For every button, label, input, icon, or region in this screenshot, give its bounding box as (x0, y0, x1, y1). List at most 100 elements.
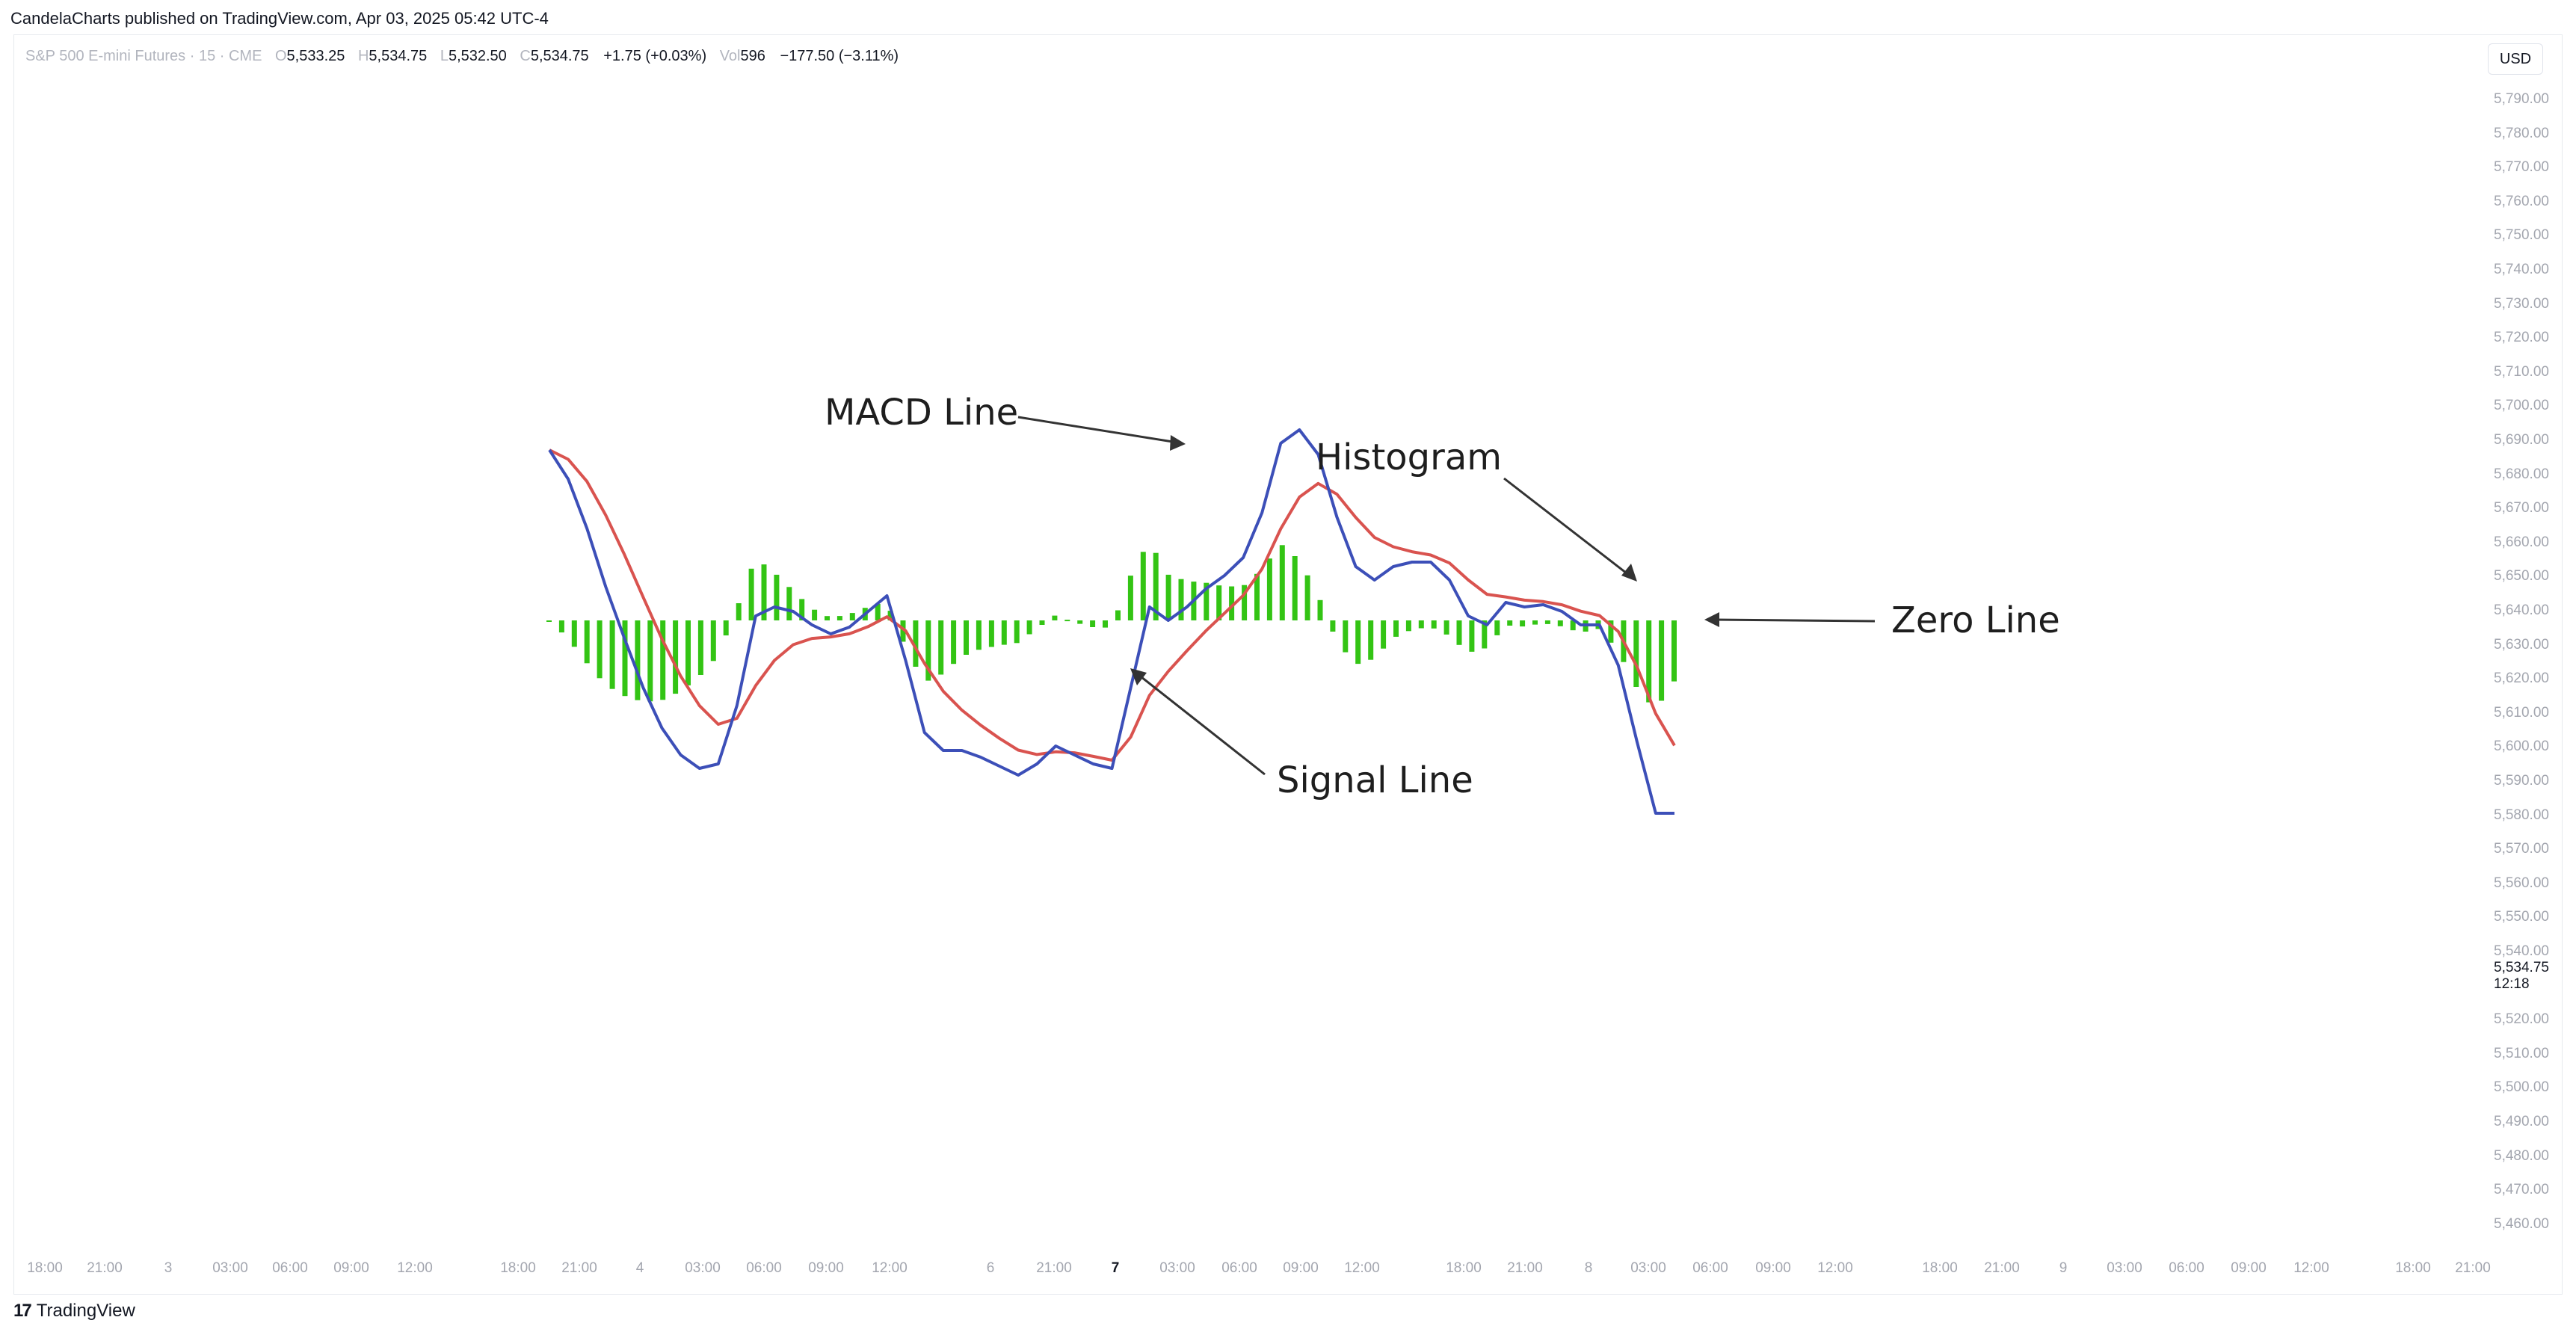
time-tick: 12:00 (872, 1260, 908, 1276)
histogram-bar (849, 613, 855, 620)
histogram-bar (1532, 620, 1538, 625)
histogram-bar (1266, 558, 1272, 620)
price-tick: 5,460.00 (2494, 1215, 2549, 1232)
time-tick: 18:00 (1922, 1260, 1958, 1276)
histogram-bar (786, 587, 792, 620)
histogram-bar (635, 620, 641, 700)
histogram-bar (825, 616, 830, 620)
time-tick: 09:00 (1755, 1260, 1791, 1276)
histogram-bar (685, 620, 691, 685)
time-tick: 09:00 (2231, 1260, 2267, 1276)
histogram-bar (660, 620, 666, 700)
chart-pane[interactable] (13, 34, 2563, 1295)
histogram-bar (1330, 620, 1336, 632)
legend-vol: 596 (740, 48, 765, 64)
histogram-bar (546, 620, 552, 622)
legend-open-label: O (274, 48, 287, 64)
legend-symbol[interactable]: S&P 500 E-mini Futures · 15 · CME (25, 48, 262, 64)
price-tick: 5,500.00 (2494, 1079, 2549, 1096)
signal-line (549, 448, 1676, 762)
histogram-bar (1633, 620, 1639, 687)
price-tick: 5,790.00 (2494, 91, 2549, 107)
histogram-bar (584, 620, 590, 664)
histogram-bar (647, 620, 653, 702)
tradingview-logo-text: TradingView (36, 1301, 135, 1321)
histogram-bar (736, 603, 742, 620)
histogram-bar (938, 620, 944, 675)
time-axis[interactable]: 18:00 21:00 3 03:00 06:00 09:00 12:00 18:00 21:0… (0, 1260, 2491, 1283)
histogram-bar (1557, 620, 1563, 626)
histogram-bar (1077, 620, 1083, 624)
histogram-bar (925, 620, 931, 681)
arrow-signal-line-head (1130, 668, 1147, 685)
publisher-line: CandelaCharts published on TradingView.c… (10, 9, 549, 28)
symbol-legend: S&P 500 E-mini Futures · 15 · CME O5,533… (25, 48, 899, 65)
price-tick: 5,490.00 (2494, 1114, 2549, 1129)
time-tick: 21:00 (87, 1260, 123, 1276)
time-tick: 06:00 (1692, 1260, 1728, 1276)
price-tick: 5,470.00 (2494, 1182, 2549, 1198)
histogram-bar (900, 620, 906, 642)
time-tick: 12:00 (1344, 1260, 1380, 1276)
histogram-bar (1443, 620, 1449, 635)
macd-line (548, 428, 1674, 815)
histogram-bar (976, 620, 982, 650)
time-tick: 06:00 (2169, 1260, 2204, 1276)
currency-button[interactable]: USD (2488, 43, 2543, 75)
legend-vol-change: −177.50 (−3.11%) (780, 48, 899, 64)
price-axis[interactable]: 5,790.00 5,780.00 5,770.00 5,760.00 5,750.00… (2483, 75, 2566, 1241)
time-tick: 12:00 (1817, 1260, 1853, 1276)
histogram-bar (622, 620, 628, 697)
histogram-bar (1456, 620, 1462, 645)
time-tick: 4 (635, 1260, 644, 1276)
annotation-macd-line: MACD Line (825, 392, 1018, 434)
legend-close-label: C (520, 48, 531, 64)
histogram-bar (1646, 620, 1652, 703)
price-tick: 5,540.00 (2494, 943, 2549, 959)
arrow-zero-line-head (1704, 612, 1719, 627)
histogram-bar (1482, 620, 1488, 649)
bar-countdown: 12:18 (2494, 976, 2530, 992)
arrow-histogram (1503, 477, 1630, 577)
tradingview-logo-icon: 17 (13, 1301, 32, 1321)
last-price-label: 5,534.75 12:18 (2494, 960, 2549, 993)
histogram-bar (1026, 620, 1032, 635)
price-tick: 5,550.00 (2494, 909, 2549, 925)
tradingview-logo[interactable]: 17 TradingView (13, 1301, 135, 1322)
time-tick: 21:00 (1036, 1260, 1072, 1276)
histogram-bar (1343, 620, 1349, 653)
histogram-bar (1317, 599, 1323, 620)
price-tick: 5,520.00 (2494, 1011, 2549, 1028)
histogram-bar (1103, 620, 1108, 628)
price-tick: 5,600.00 (2494, 739, 2549, 755)
time-tick: 09:00 (1283, 1260, 1319, 1276)
histogram-bar (951, 620, 957, 665)
time-tick: 7 (1111, 1260, 1120, 1276)
price-tick: 5,610.00 (2494, 704, 2549, 721)
histogram-bar (964, 620, 969, 655)
histogram-bar (1052, 615, 1058, 620)
histogram-bar (1039, 620, 1045, 625)
time-tick: 18:00 (500, 1260, 536, 1276)
arrow-signal-line (1137, 673, 1266, 776)
histogram-bar (988, 620, 994, 647)
legend-high: 5,534.75 (369, 48, 428, 64)
histogram-bar (673, 620, 679, 694)
price-tick: 5,740.00 (2494, 262, 2549, 277)
time-tick: 18:00 (1446, 1260, 1482, 1276)
time-tick: 03:00 (2107, 1260, 2142, 1276)
histogram-bar (1178, 579, 1184, 620)
histogram-bar (748, 568, 754, 620)
histogram-bar (1153, 552, 1159, 620)
price-tick: 5,690.00 (2494, 432, 2549, 448)
time-tick: 06:00 (1221, 1260, 1257, 1276)
price-tick: 5,620.00 (2494, 670, 2549, 687)
price-tick: 5,780.00 (2494, 125, 2549, 141)
legend-high-label: H (357, 48, 369, 64)
time-tick: 21:00 (1984, 1260, 2020, 1276)
histogram-bar (1368, 620, 1374, 660)
histogram-bar (913, 620, 919, 667)
legend-low-label: L (440, 48, 449, 64)
histogram-bar (1431, 620, 1437, 629)
